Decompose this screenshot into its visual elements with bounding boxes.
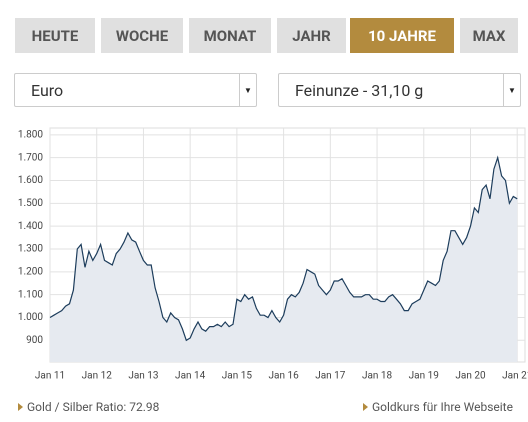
arrow: ▼ — [503, 74, 520, 106]
tab[interactable]: MAX — [460, 18, 518, 53]
area — [50, 157, 518, 362]
tab[interactable]: MONAT — [189, 18, 271, 53]
select-text: Euro — [31, 80, 64, 100]
x-tick-label: Jan 18 — [362, 371, 393, 382]
x-tick-label: Jan 19 — [409, 371, 439, 382]
y-tick-label: 900 — [26, 335, 43, 346]
x-tick-label: Jan 13 — [128, 371, 158, 382]
x-tick-label: Jan 17 — [315, 371, 346, 382]
x-tick-label: Jan 16 — [269, 371, 300, 382]
y-tick-label: 1.700 — [18, 152, 43, 163]
arrow: ▼ — [239, 74, 256, 106]
x-tick-label: Jan 11 — [35, 371, 65, 382]
x-tick-label: Jan 15 — [222, 371, 253, 382]
x-tick-label: Jan 20 — [455, 371, 486, 382]
y-tick-label: 1.600 — [18, 175, 43, 186]
y-tick-label: 1.500 — [18, 198, 43, 209]
select-text: Feinunze - 31,10 g — [295, 80, 424, 100]
y-tick-label: 1.200 — [18, 266, 43, 277]
y-tick-label: 1.100 — [18, 289, 43, 300]
x-tick-label: Jan 21 — [502, 371, 528, 382]
unit-select[interactable]: Feinunze - 31,10 g ▼ — [278, 73, 521, 107]
currency-select[interactable]: Euro ▼ — [14, 73, 257, 107]
x-tick-label: Jan 14 — [175, 371, 206, 382]
y-tick-label: 1.400 — [18, 221, 43, 232]
tab[interactable]: HEUTE — [15, 18, 95, 53]
ratio-link[interactable]: Gold / Silber Ratio: 72.98 — [18, 400, 159, 414]
tab[interactable]: WOCHE — [101, 18, 183, 53]
y-tick-label: 1.300 — [18, 244, 43, 255]
y-tick-label: 1.800 — [18, 129, 43, 140]
price-line — [49, 155, 518, 342]
widget-link[interactable]: Goldkurs für Ihre Webseite — [363, 400, 513, 414]
tab[interactable]: 10 JAHRE — [350, 18, 454, 53]
tab[interactable]: JAHR — [277, 18, 346, 53]
x-tick-label: Jan 12 — [82, 371, 113, 382]
chart: 900 1.000 1.100 1.200 1.300 1.400 1.500 1.600 1.… — [18, 127, 528, 382]
y-tick-label: 1.000 — [18, 312, 43, 323]
